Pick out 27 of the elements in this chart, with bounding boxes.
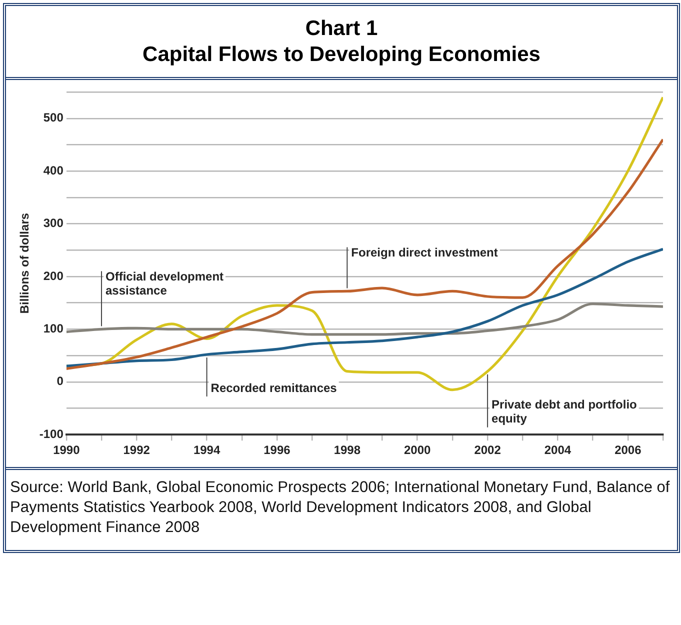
annotation: Private debt and portfolio equity xyxy=(492,397,637,426)
x-tick-label: 1994 xyxy=(193,442,220,457)
x-tick-label: 1992 xyxy=(123,442,150,457)
annotation: Foreign direct investment xyxy=(351,245,498,260)
y-tick-label: 300 xyxy=(43,216,64,230)
line-series xyxy=(66,302,663,336)
source-note: Source: World Bank, Global Economic Prospects 2006; International Monetary Fund, Balance of Payments Statistics Yearbook 2008, World Development Indicators 2008, and Global Development Finance 2008 xyxy=(9,478,671,538)
line-series xyxy=(66,247,663,367)
y-tick-label: 200 xyxy=(43,268,64,282)
x-tick-label: 2002 xyxy=(474,442,502,457)
chart-subtitle: Capital Flows to Developing Economies xyxy=(142,42,542,68)
chart-title: Chart 1 xyxy=(304,16,379,42)
line-series xyxy=(66,138,663,370)
x-tick-label: 2000 xyxy=(404,442,432,457)
x-tick-label: 1998 xyxy=(334,442,361,457)
y-axis-title: Billions of dollars xyxy=(18,212,32,314)
y-tick-label: -100 xyxy=(39,426,64,440)
y-tick-label: 100 xyxy=(43,320,64,335)
x-tick-label: 1990 xyxy=(53,442,80,457)
x-tick-label: 2004 xyxy=(544,442,572,457)
x-tick-label: 1996 xyxy=(264,442,291,457)
y-tick-label: 0 xyxy=(56,374,64,388)
annotation: Recorded remittances xyxy=(210,380,338,394)
y-tick-label: 400 xyxy=(43,162,64,177)
x-tick-label: 2006 xyxy=(614,442,642,457)
annotation: Official development assistance xyxy=(106,268,224,297)
y-tick-label: 500 xyxy=(43,110,64,124)
